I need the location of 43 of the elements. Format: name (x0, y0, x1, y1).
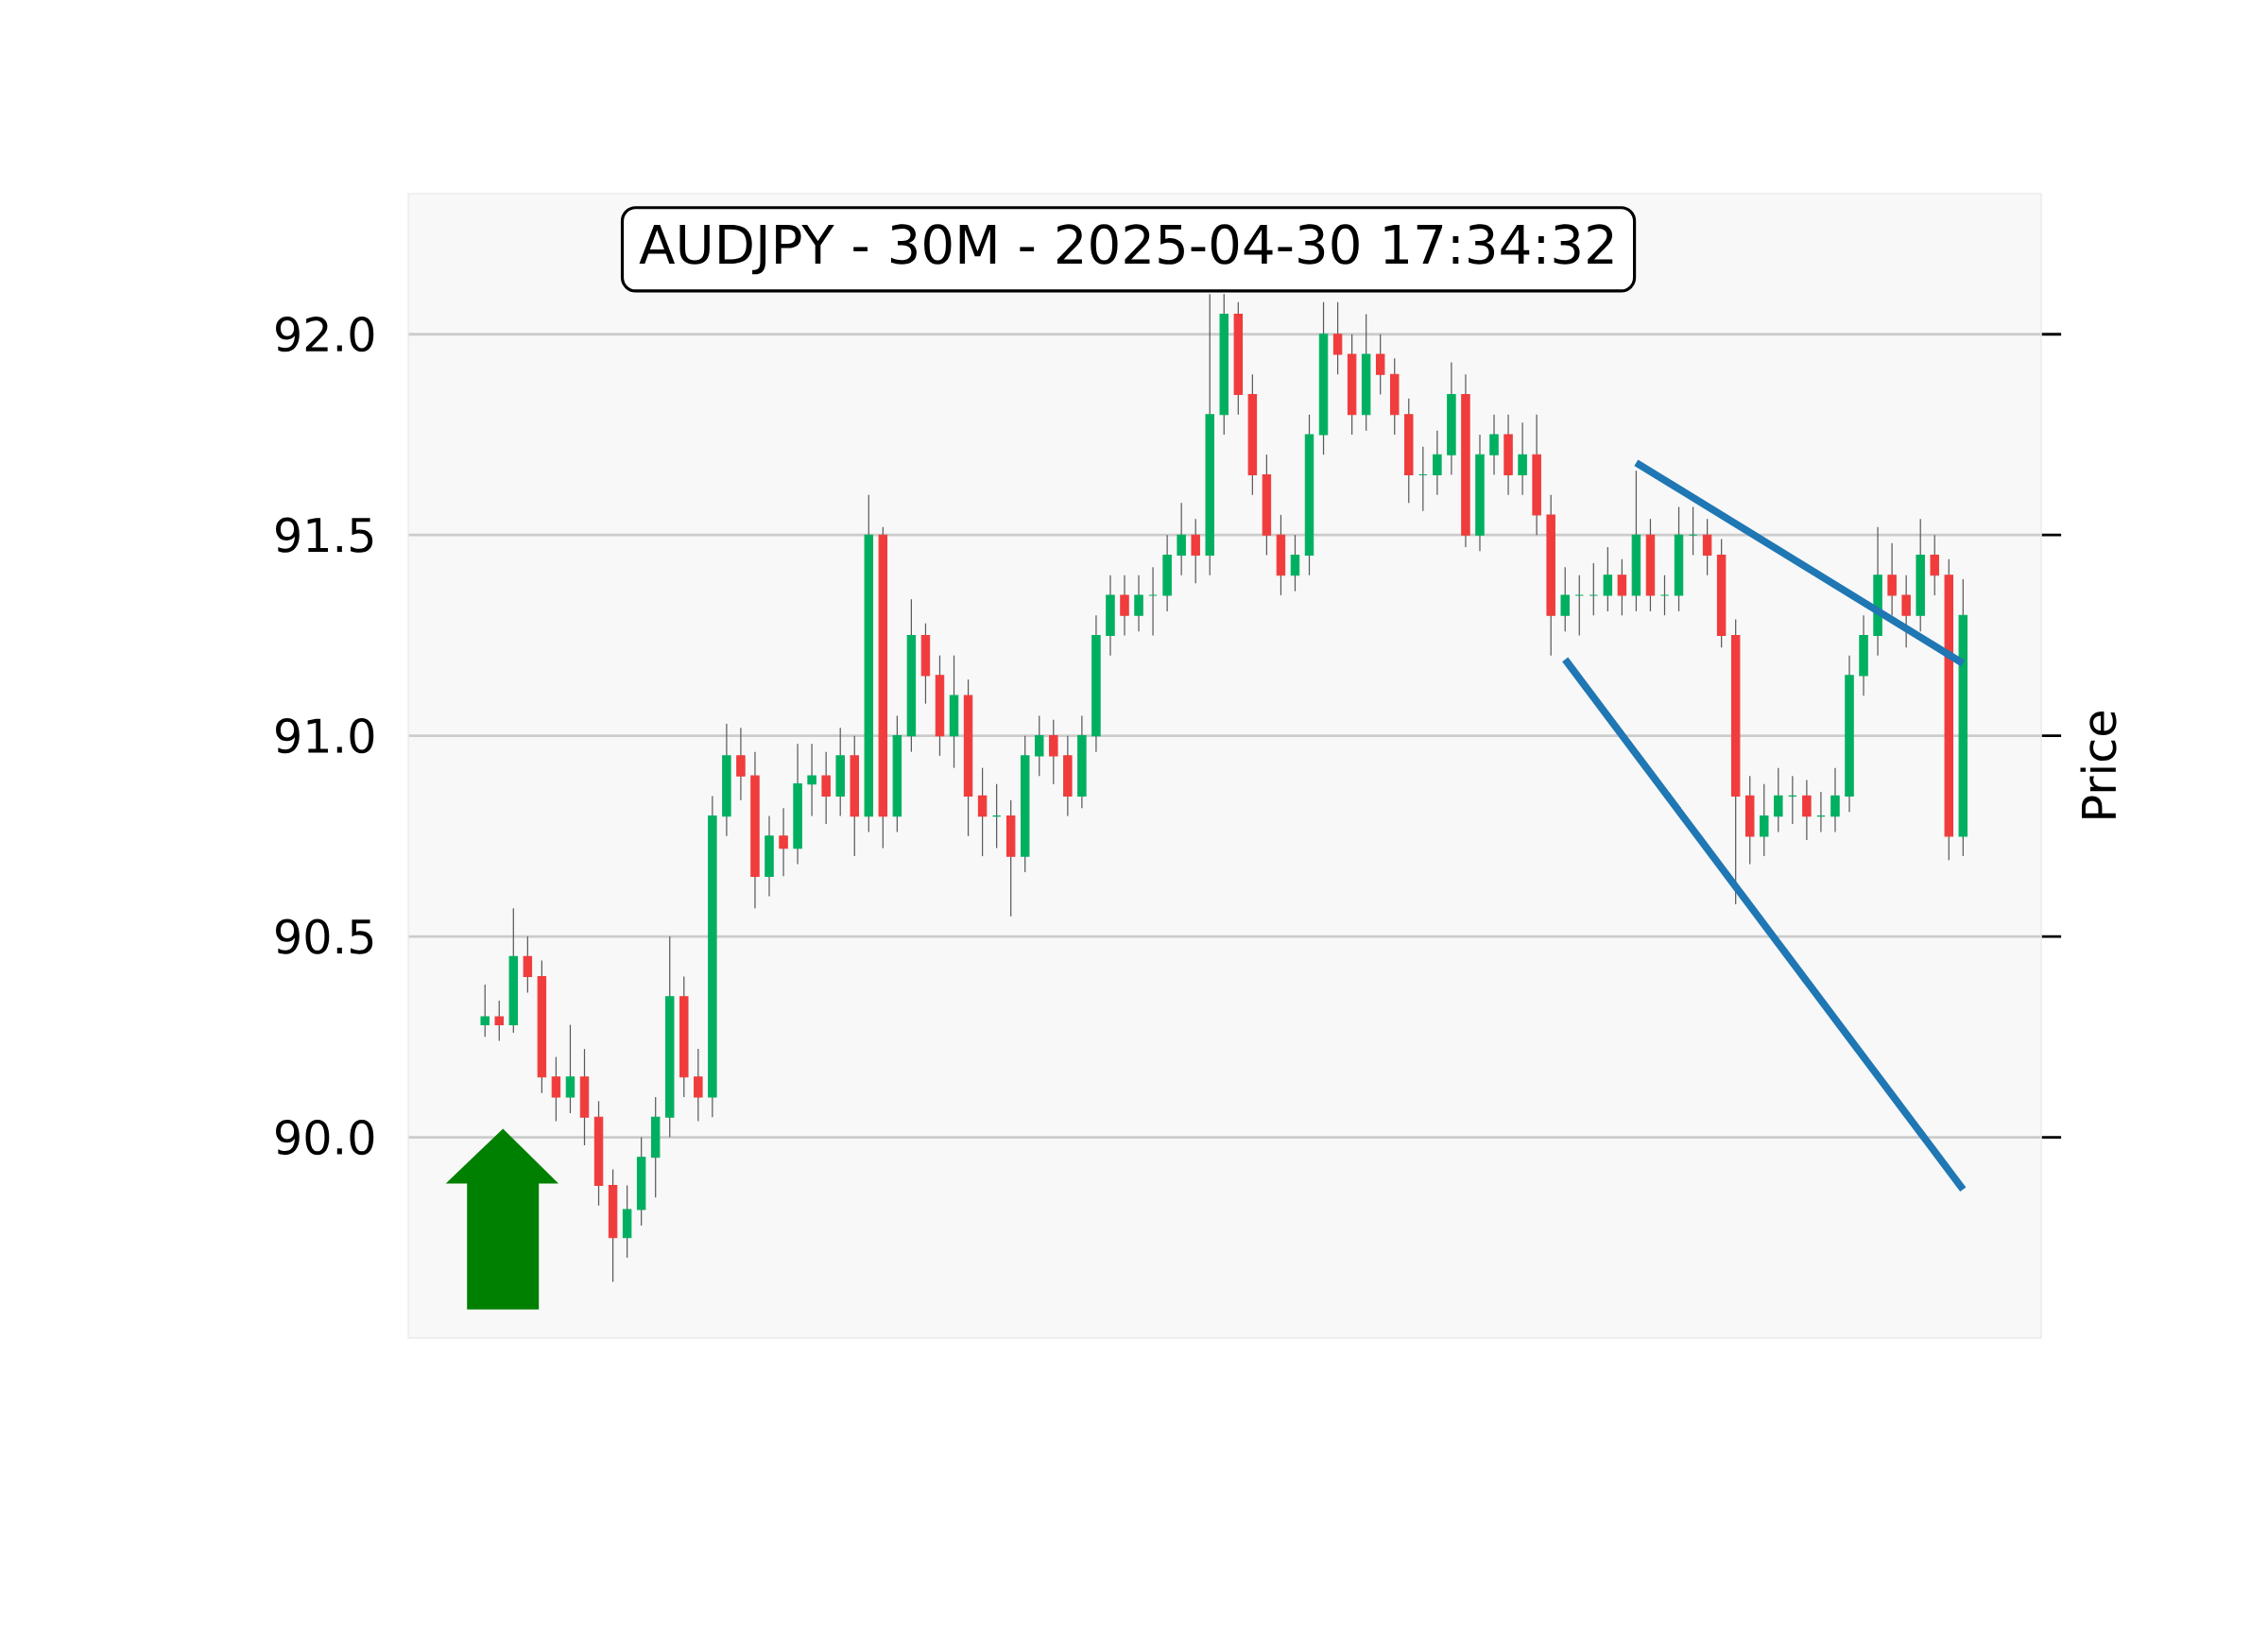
candlestick (1290, 534, 1300, 592)
candlestick (1760, 783, 1769, 857)
candlestick (523, 935, 533, 994)
candlestick (821, 751, 831, 825)
candlestick (1887, 542, 1897, 616)
candlestick (1930, 534, 1939, 596)
candlestick (1518, 421, 1527, 496)
y-tick-label: 91.5 (276, 517, 373, 553)
candlestick (1489, 414, 1499, 476)
candlestick (551, 1055, 561, 1123)
candlestick (1332, 301, 1343, 375)
candlestick (1617, 558, 1627, 616)
candlestick (1177, 502, 1186, 576)
candlestick (1702, 518, 1712, 576)
candlestick (694, 1048, 703, 1123)
candlestick (1035, 714, 1044, 777)
y-tick-label: 92.0 (276, 317, 374, 352)
candlestick (494, 1000, 505, 1042)
text: AUDJPY - 30M - 2025-04-30 17:34:32 (639, 224, 1613, 275)
candlestick (1774, 767, 1783, 833)
candlestick (1375, 334, 1385, 396)
candlestick (1560, 566, 1570, 632)
candlestick (736, 727, 746, 801)
candlestick (807, 743, 816, 817)
candlestick (1433, 430, 1442, 496)
candlestick (1134, 575, 1143, 632)
candlestick (977, 767, 988, 857)
y-axis-title: Price (2080, 712, 2117, 818)
candlestick (1603, 546, 1613, 612)
y-tick-label: 90.0 (276, 1119, 374, 1156)
candlestick (779, 807, 788, 877)
candlestick (1830, 767, 1840, 833)
candlestick (565, 1023, 576, 1114)
candlestick (1049, 719, 1058, 785)
candlestick (1659, 575, 1670, 616)
candlestick (1901, 575, 1911, 648)
candlestick (1120, 575, 1129, 637)
candlestick (1802, 779, 1812, 841)
candlestick (1191, 518, 1200, 584)
y-tick-label: 91.0 (276, 718, 374, 754)
y-tick-label: 90.5 (276, 918, 373, 954)
candlestick (480, 984, 490, 1038)
candlestick (1589, 562, 1599, 616)
